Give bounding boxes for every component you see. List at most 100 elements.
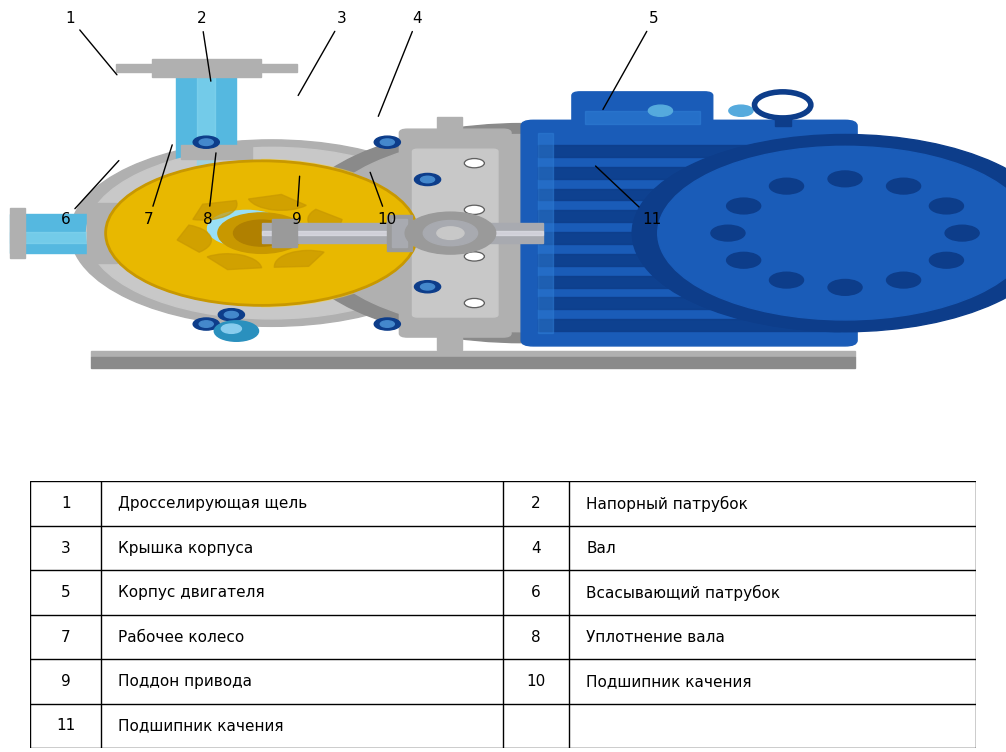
Text: 8: 8	[531, 629, 541, 644]
Circle shape	[310, 135, 735, 332]
Circle shape	[380, 321, 394, 327]
Text: 4: 4	[378, 11, 423, 117]
Circle shape	[464, 159, 485, 168]
Circle shape	[218, 308, 244, 321]
Circle shape	[421, 176, 435, 183]
Circle shape	[711, 226, 745, 241]
Text: 11: 11	[56, 718, 75, 733]
FancyBboxPatch shape	[399, 129, 511, 337]
Text: 3: 3	[298, 11, 347, 96]
Circle shape	[886, 272, 920, 288]
Wedge shape	[262, 159, 421, 307]
Bar	[775, 116, 791, 126]
Circle shape	[287, 123, 760, 343]
Circle shape	[199, 139, 213, 145]
Bar	[392, 219, 407, 247]
Text: 7: 7	[60, 629, 70, 644]
Circle shape	[464, 252, 485, 261]
Wedge shape	[177, 225, 211, 252]
Circle shape	[214, 321, 259, 341]
Circle shape	[930, 253, 964, 268]
Circle shape	[380, 139, 394, 145]
Circle shape	[464, 205, 485, 214]
Bar	[91, 356, 855, 368]
Circle shape	[828, 171, 862, 186]
Text: 10: 10	[370, 172, 397, 226]
Circle shape	[218, 213, 305, 253]
Bar	[538, 297, 840, 309]
Circle shape	[414, 174, 441, 186]
Circle shape	[414, 280, 441, 293]
Bar	[116, 64, 297, 72]
Bar	[262, 231, 543, 235]
Circle shape	[87, 147, 457, 319]
Circle shape	[193, 318, 219, 330]
Text: Дросселирующая щель: Дросселирующая щель	[118, 496, 308, 511]
Bar	[10, 208, 25, 258]
Text: Корпус двигателя: Корпус двигателя	[118, 585, 265, 600]
Text: Рабочее колесо: Рабочее колесо	[118, 629, 244, 644]
Wedge shape	[207, 253, 262, 270]
Bar	[585, 111, 699, 123]
Bar	[10, 232, 156, 243]
Circle shape	[106, 161, 417, 305]
Text: 10: 10	[526, 674, 545, 689]
Text: Уплотнение вала: Уплотнение вала	[586, 629, 725, 644]
Circle shape	[770, 272, 804, 288]
Circle shape	[728, 105, 752, 117]
Text: Поддон привода: Поддон привода	[118, 674, 253, 689]
Bar	[152, 65, 261, 77]
Bar	[262, 223, 543, 244]
Bar	[538, 211, 840, 223]
Bar	[538, 133, 553, 333]
Bar	[197, 74, 215, 177]
Wedge shape	[275, 250, 324, 267]
Text: 9: 9	[60, 674, 70, 689]
Text: 11: 11	[596, 166, 662, 226]
Circle shape	[405, 212, 496, 254]
Text: 6: 6	[531, 585, 541, 600]
Bar	[387, 215, 412, 251]
Bar	[538, 275, 840, 287]
Text: Напорный патрубок: Напорный патрубок	[586, 496, 748, 511]
Text: 4: 4	[531, 541, 541, 556]
Text: Всасывающий патрубок: Всасывающий патрубок	[586, 584, 781, 601]
Text: 6: 6	[60, 161, 119, 226]
Text: 1: 1	[60, 496, 70, 511]
Wedge shape	[193, 201, 237, 220]
Text: 9: 9	[292, 176, 302, 226]
Circle shape	[658, 147, 1006, 320]
Text: 5: 5	[60, 585, 70, 600]
Circle shape	[374, 318, 400, 330]
Text: Подшипник качения: Подшипник качения	[118, 718, 284, 733]
Bar	[538, 253, 840, 265]
Circle shape	[177, 199, 326, 268]
Text: 3: 3	[60, 541, 70, 556]
Text: 2: 2	[196, 11, 211, 81]
Circle shape	[207, 211, 286, 247]
Bar	[437, 117, 462, 350]
Circle shape	[117, 162, 406, 296]
Text: 2: 2	[531, 496, 541, 511]
Text: 1: 1	[65, 11, 117, 74]
Circle shape	[70, 140, 473, 326]
Circle shape	[828, 280, 862, 296]
Bar	[272, 219, 297, 247]
Bar	[87, 203, 117, 263]
Text: 5: 5	[603, 11, 659, 110]
Circle shape	[726, 253, 761, 268]
Text: Крышка корпуса: Крышка корпуса	[118, 541, 254, 556]
Text: 8: 8	[203, 153, 216, 226]
Circle shape	[224, 311, 238, 318]
Circle shape	[930, 198, 964, 214]
Circle shape	[424, 220, 478, 246]
Wedge shape	[248, 195, 306, 211]
FancyBboxPatch shape	[521, 120, 857, 346]
Bar	[146, 205, 166, 261]
Bar	[538, 167, 840, 179]
Circle shape	[199, 321, 213, 327]
Text: Вал: Вал	[586, 541, 616, 556]
Circle shape	[770, 178, 804, 194]
Bar	[152, 59, 261, 66]
Circle shape	[648, 105, 672, 117]
